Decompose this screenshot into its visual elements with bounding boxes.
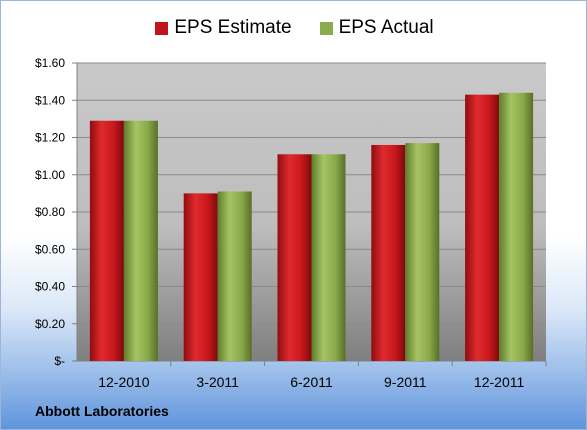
x-tick-label: 3-2011 xyxy=(196,374,239,390)
x-tick-label: 12-2011 xyxy=(474,374,525,390)
bar-eps-actual xyxy=(405,143,440,361)
company-name: Abbott Laboratories xyxy=(35,403,169,419)
y-tick-label: $0.80 xyxy=(35,205,65,219)
y-tick-label: $1.00 xyxy=(35,168,65,182)
x-tick-label: 6-2011 xyxy=(290,374,333,390)
legend-swatch-estimate xyxy=(155,21,169,35)
y-tick-label: $0.40 xyxy=(35,280,65,294)
legend-label-estimate: EPS Estimate xyxy=(174,17,292,38)
bar-eps-estimate xyxy=(465,94,500,361)
y-tick-label: $0.60 xyxy=(35,242,65,256)
bar-eps-estimate xyxy=(371,144,406,361)
y-tick-label: $1.20 xyxy=(35,131,65,145)
bar-eps-actual xyxy=(499,92,534,362)
y-tick-label: $1.40 xyxy=(35,93,65,107)
legend-swatch-actual xyxy=(319,21,333,35)
bar-eps-estimate xyxy=(89,120,124,361)
bar-eps-actual xyxy=(311,154,346,361)
x-tick-label: 9-2011 xyxy=(384,374,427,390)
bar-eps-actual xyxy=(123,120,158,361)
x-tick-label: 12-2010 xyxy=(98,374,150,390)
bar-eps-estimate xyxy=(277,154,312,361)
y-tick-label: $1.60 xyxy=(35,56,65,70)
y-tick-label: $- xyxy=(54,354,65,368)
bar-eps-actual xyxy=(217,191,252,361)
legend-item-estimate: EPS Estimate xyxy=(155,17,292,39)
legend-label-actual: EPS Actual xyxy=(338,17,434,38)
legend-item-actual: EPS Actual xyxy=(319,17,434,39)
bar-eps-estimate xyxy=(183,193,218,361)
chart-legend: EPS Estimate EPS Actual xyxy=(1,17,586,39)
y-tick-label: $0.20 xyxy=(35,317,65,331)
